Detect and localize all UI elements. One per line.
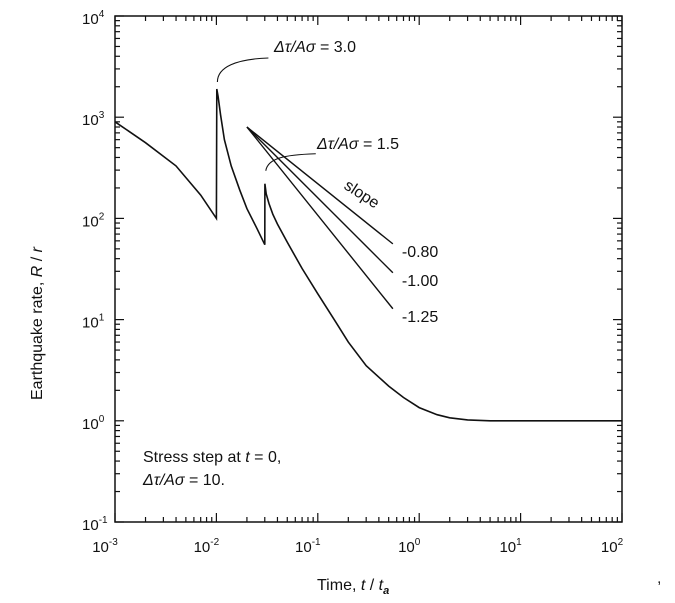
x-tick-label: 100 <box>398 537 421 556</box>
y-tick-label: 102 <box>82 211 105 230</box>
y-tick-label: 104 <box>82 9 105 28</box>
x-tick-label: 10-3 <box>92 537 118 556</box>
slope-line <box>246 126 394 245</box>
x-tick-label: 10-2 <box>194 537 220 556</box>
annotation-peak2: Δτ/Aσ = 1.5 <box>316 136 399 153</box>
x-tick-label: 10-1 <box>295 537 321 556</box>
y-tick-label: 101 <box>82 313 105 332</box>
slope-label: -1.00 <box>402 273 439 290</box>
annotation-peak1: Δτ/Aσ = 3.0 <box>273 39 356 56</box>
y-tick-label: 10-1 <box>82 515 108 534</box>
x-axis-title: Time, t / ta <box>317 577 389 597</box>
y-tick-label: 100 <box>82 414 105 433</box>
slope-label: -1.25 <box>402 309 439 326</box>
axis-ticks <box>114 15 623 523</box>
plot-area <box>114 15 623 523</box>
annotation-stress-step-line1: Stress step at t = 0, <box>143 449 281 466</box>
slope-line <box>246 126 394 310</box>
slope-lines: -0.80 -1.00 -1.25 <box>246 126 439 326</box>
slope-label: -0.80 <box>402 244 439 261</box>
y-axis-title: Earthquake rate, R / r <box>29 246 46 400</box>
axis-tick-labels: 10-3 10-2 10-1 100 101 102 10-1 100 101 102 103 104 <box>82 9 624 556</box>
stray-mark: , <box>657 570 662 587</box>
y-tick-label: 103 <box>82 110 105 129</box>
x-tick-label: 101 <box>499 537 522 556</box>
series-line <box>114 88 622 422</box>
annotation-leader-peak1 <box>216 57 269 83</box>
slope-line <box>246 126 394 274</box>
annotation-leader-peak2 <box>265 153 316 171</box>
annotation-stress-step-line2: Δτ/Aσ = 10. <box>142 472 225 489</box>
x-tick-label: 102 <box>601 537 624 556</box>
